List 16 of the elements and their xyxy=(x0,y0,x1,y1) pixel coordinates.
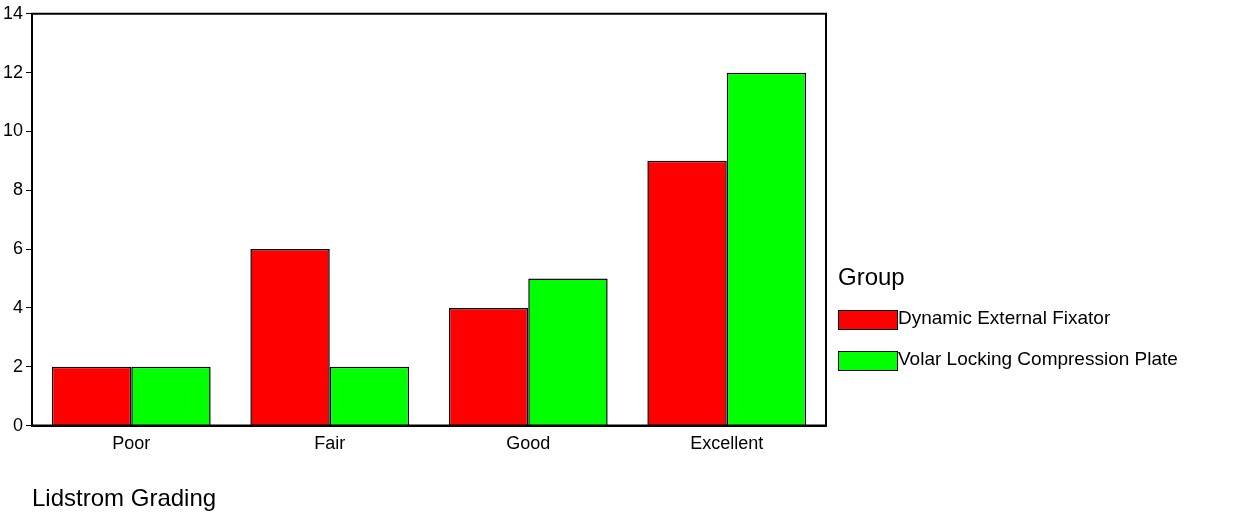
y-tick-label: 4 xyxy=(13,296,24,317)
legend-title: Group xyxy=(838,263,906,291)
y-tick-label: 6 xyxy=(13,238,24,259)
x-tick-label: Good xyxy=(506,433,551,454)
x-tick-label: Excellent xyxy=(690,433,764,454)
y-tick-label: 8 xyxy=(13,179,24,200)
y-tick-label: 14 xyxy=(2,2,24,23)
x-axis-title: Lidstrom Grading xyxy=(32,484,217,512)
y-tick-label: 12 xyxy=(2,61,24,82)
y-tick-label: 2 xyxy=(13,355,24,376)
legend-label: Volar Locking Compression Plate xyxy=(898,347,1179,371)
y-tick-label: 0 xyxy=(13,414,24,435)
x-tick-label: Poor xyxy=(112,433,151,454)
legend-label: Dynamic External Fixator xyxy=(898,306,1112,330)
x-tick-label: Fair xyxy=(314,433,346,454)
y-tick-label: 10 xyxy=(2,120,24,141)
